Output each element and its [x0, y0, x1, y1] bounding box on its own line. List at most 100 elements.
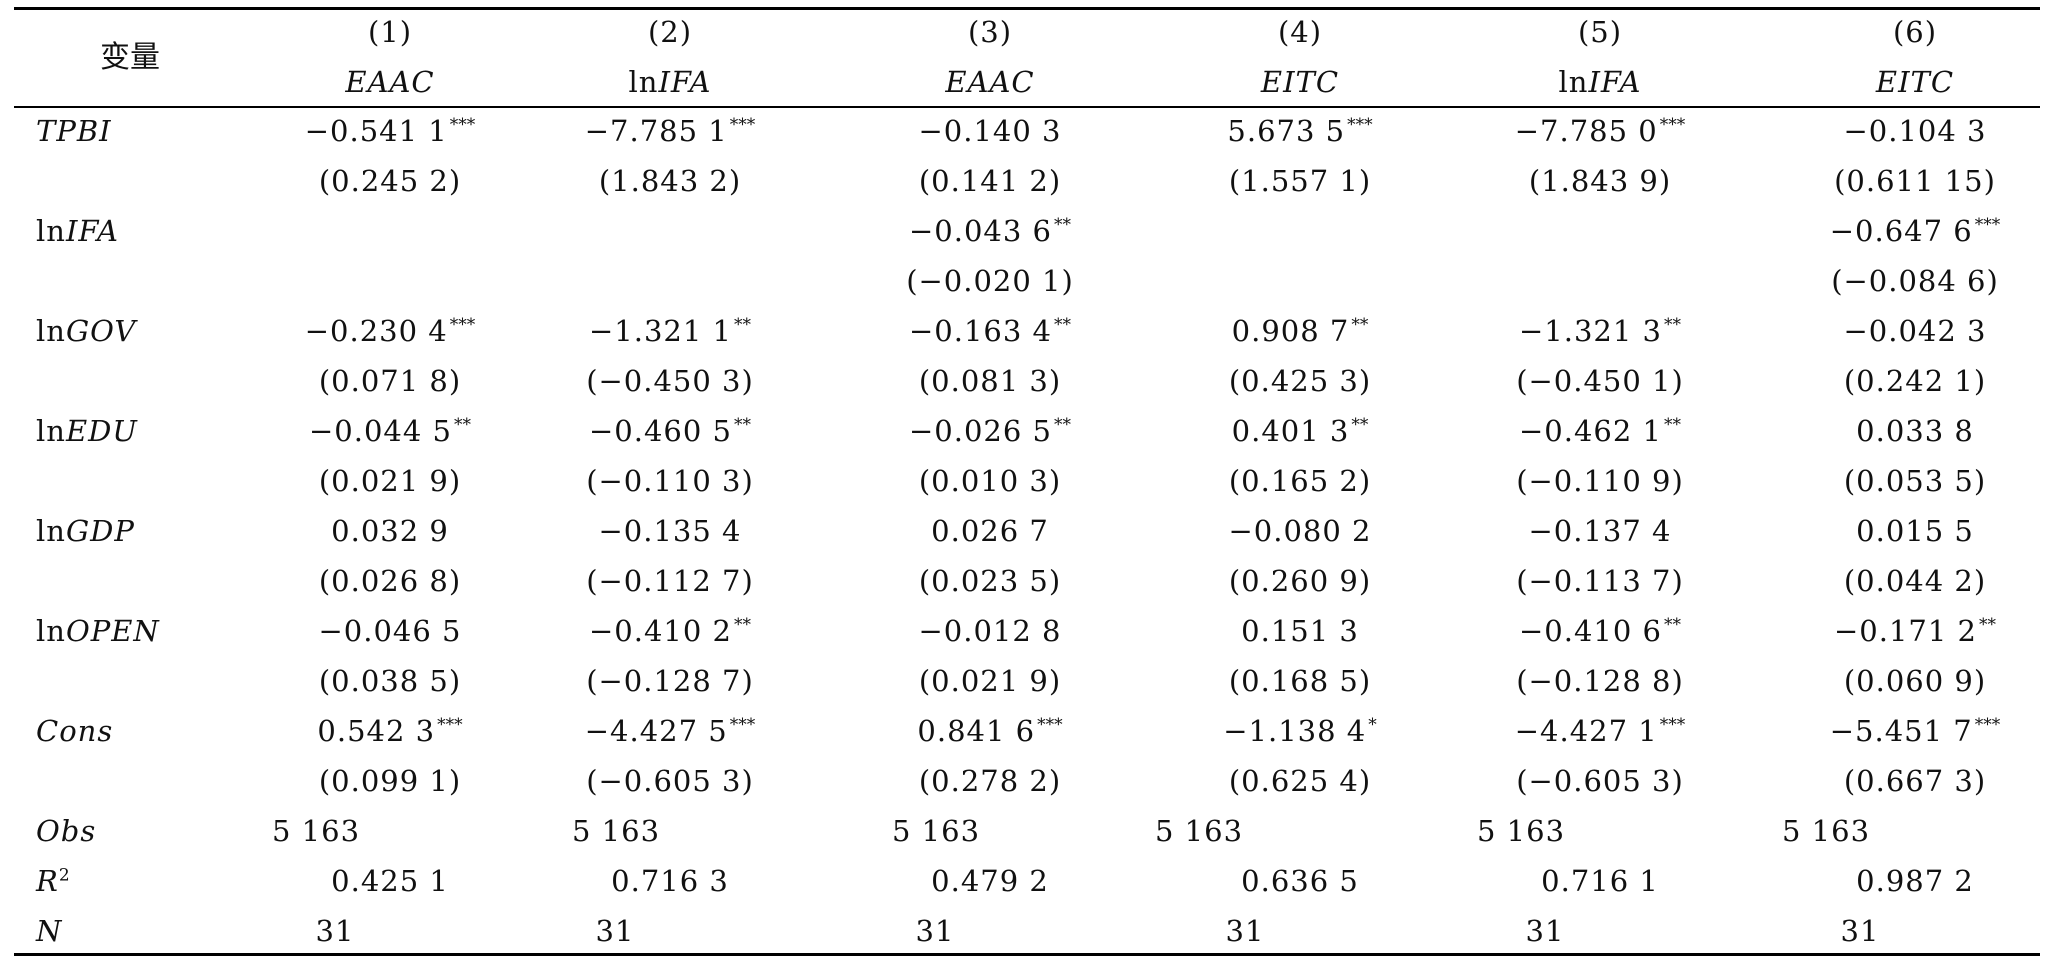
coefficient-value: −1.138 4: [1223, 714, 1367, 748]
variable-header: 变量: [100, 40, 160, 75]
row-variable-label: Cons: [36, 711, 113, 751]
standard-error-cell: (−0.128 7): [586, 664, 754, 698]
coefficient-value: −0.460 5: [589, 414, 732, 448]
variable-name: OPEN: [65, 614, 160, 648]
standard-error-cell: (0.021 9): [918, 664, 1062, 698]
row-variable-label: lnGOV: [36, 311, 136, 351]
coefficient-cell: −0.647 6 ***: [1830, 211, 2001, 251]
coefficient-value: −0.012 8: [918, 614, 1062, 648]
coefficient-cell: −0.012 8: [919, 611, 1062, 651]
row-variable-label: lnGDP: [36, 511, 135, 551]
significance-stars: **: [1054, 315, 1071, 336]
coefficient-value: −0.230 4: [304, 314, 448, 348]
coefficient-value: −0.026 5: [909, 414, 1052, 448]
standard-error-cell: (0.081 3): [918, 364, 1062, 398]
variable-name: GOV: [65, 314, 137, 348]
coefficient-value: −0.080 2: [1228, 514, 1372, 548]
standard-error-cell: (−0.450 3): [586, 364, 754, 398]
standard-error-cell: (0.021 9): [318, 464, 462, 498]
variable-name: TPBI: [36, 114, 112, 148]
coefficient-cell: 0.542 3 ***: [317, 711, 462, 751]
standard-error-cell: (0.044 2): [1843, 564, 1987, 598]
row-variable-label: lnIFA: [36, 211, 119, 251]
coefficient-value: 0.542 3: [317, 714, 436, 748]
table-header-rule: [14, 106, 2040, 108]
significance-stars: ***: [449, 315, 476, 336]
coefficient-cell: −0.541 1 ***: [305, 111, 476, 151]
significance-stars: ***: [449, 115, 476, 136]
standard-error-cell: (0.425 3): [1228, 364, 1372, 398]
coefficient-cell: 0.401 3 **: [1232, 411, 1369, 451]
stat-value: 5 163: [1782, 814, 1871, 848]
coefficient-value: −0.140 3: [918, 114, 1062, 148]
coefficient-value: −0.137 4: [1528, 514, 1672, 548]
significance-stars: **: [1351, 415, 1369, 436]
standard-error-cell: (0.023 5): [918, 564, 1062, 598]
standard-error-cell: (0.245 2): [318, 164, 462, 198]
variable-name: EDU: [65, 414, 138, 448]
coefficient-cell: −0.135 4: [599, 511, 742, 551]
stat-value: 5 163: [1155, 814, 1244, 848]
column-number: (5): [1577, 15, 1623, 49]
coefficient-cell: −4.427 5 ***: [585, 711, 756, 751]
stat-value: 31: [1525, 914, 1565, 948]
significance-stars: **: [454, 415, 471, 436]
stat-value: 31: [1225, 914, 1265, 948]
variable-prefix: ln: [36, 314, 66, 348]
coefficient-cell: −0.026 5 **: [909, 411, 1071, 451]
coefficient-value: −0.135 4: [598, 514, 742, 548]
standard-error-cell: (1.843 9): [1528, 164, 1672, 198]
standard-error-cell: (−0.605 3): [586, 764, 754, 798]
coefficient-cell: −1.321 1 **: [589, 311, 751, 351]
column-dependent-var: EITC: [1261, 62, 1339, 102]
standard-error-cell: (0.278 2): [918, 764, 1062, 798]
variable-name: Cons: [36, 714, 114, 748]
column-number: (4): [1277, 15, 1323, 49]
coefficient-cell: −0.046 5: [319, 611, 462, 651]
standard-error-cell: (−0.084 6): [1831, 264, 1999, 298]
stat-value: 31: [915, 914, 955, 948]
significance-stars: **: [734, 315, 751, 336]
coefficient-value: −0.042 3: [1843, 314, 1987, 348]
stat-value: 5 163: [272, 814, 361, 848]
coefficient-value: −0.163 4: [909, 314, 1052, 348]
significance-stars: **: [734, 415, 751, 436]
significance-stars: ***: [729, 715, 756, 736]
row-variable-label: lnEDU: [36, 411, 138, 451]
dep-var-name: IFA: [658, 65, 712, 99]
coefficient-cell: −0.080 2: [1229, 511, 1372, 551]
coefficient-value: −0.046 5: [318, 614, 462, 648]
coefficient-value: −0.541 1: [304, 114, 448, 148]
coefficient-cell: −5.451 7 ***: [1830, 711, 2001, 751]
stat-value: 31: [595, 914, 635, 948]
standard-error-cell: (−0.110 3): [586, 464, 754, 498]
coefficient-cell: −0.042 3: [1844, 311, 1987, 351]
coefficient-value: −0.171 2: [1834, 614, 1977, 648]
significance-stars: ***: [1659, 115, 1686, 136]
significance-stars: ***: [1347, 115, 1373, 136]
standard-error-cell: (0.099 1): [318, 764, 462, 798]
stat-name: N: [36, 914, 63, 948]
coefficient-value: 0.026 7: [931, 514, 1049, 548]
coefficient-value: 0.032 9: [331, 514, 449, 548]
standard-error-cell: (0.667 3): [1843, 764, 1987, 798]
dep-var-name: EAAC: [345, 65, 435, 99]
coefficient-cell: −0.410 2 **: [589, 611, 751, 651]
standard-error-cell: (−0.020 1): [906, 264, 1074, 298]
coefficient-value: −4.427 5: [584, 714, 728, 748]
column-number: (1): [367, 15, 413, 49]
dep-var-name: EITC: [1875, 65, 1955, 99]
stat-value: 0.716 3: [611, 864, 729, 898]
standard-error-cell: (0.242 1): [1843, 364, 1987, 398]
column-dependent-var: EITC: [1876, 62, 1954, 102]
stat-value: 0.716 1: [1541, 864, 1659, 898]
stat-value: 0.425 1: [331, 864, 449, 898]
table-bottom-rule: [14, 953, 2040, 956]
standard-error-cell: (0.010 3): [918, 464, 1062, 498]
column-dependent-var: EAAC: [345, 62, 434, 102]
coefficient-cell: −0.460 5 **: [589, 411, 751, 451]
coefficient-value: −7.785 0: [1514, 114, 1658, 148]
column-dependent-var: lnIFA: [629, 62, 712, 102]
stat-value: 0.479 2: [931, 864, 1049, 898]
